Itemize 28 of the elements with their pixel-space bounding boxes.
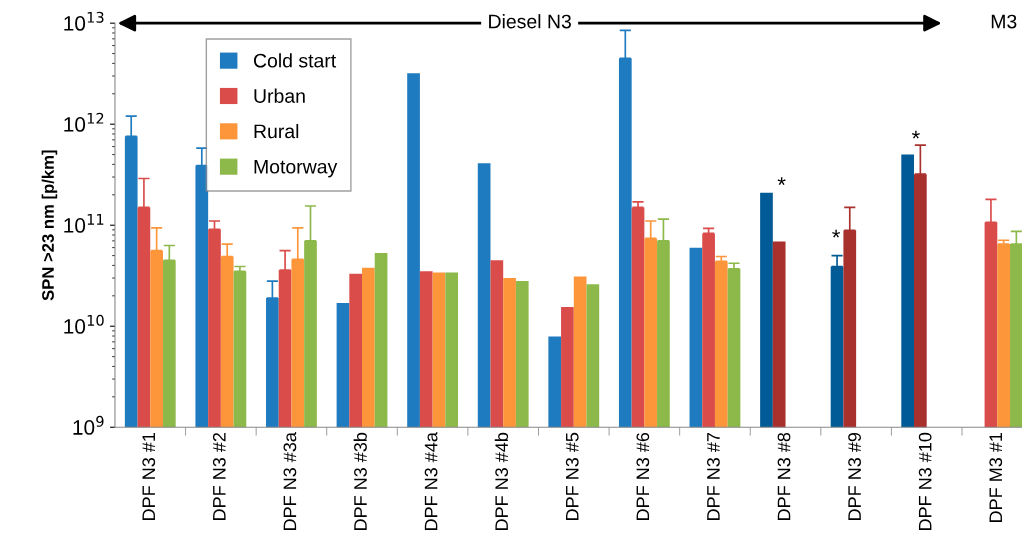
x-tick-label: DPF N3 #8: [777, 432, 791, 520]
x-tick-label: DPF N3 #4a: [424, 432, 438, 530]
x-tick-label: DPF M3 #1: [989, 432, 1003, 522]
annotation: *: [911, 130, 920, 139]
annotation: *: [832, 229, 841, 238]
legend-label: Rural: [254, 123, 299, 139]
x-tick-label: DPF N3 #2: [212, 433, 226, 520]
x-tick-label: DPF N3 #7: [707, 433, 720, 520]
x-tick-label: DPF N3 #4b: [494, 432, 509, 530]
x-tick-label: DPF N3 #1: [142, 432, 156, 520]
y-tick-label: 10$^{9}$: [73, 415, 104, 435]
x-tick-label: DPF N3 #3b: [353, 432, 367, 530]
y-tick-label: 10$^{11}$: [64, 214, 104, 233]
legend-label: Urban: [254, 88, 305, 103]
y-tick-label: 10$^{12}$: [64, 112, 104, 132]
annotation: *: [777, 177, 786, 186]
x-tick-label: DPF N3 #10: [918, 432, 932, 530]
x-tick-label: DPF N3 #9: [848, 432, 861, 520]
y-tick-label: 10$^{13}$: [64, 11, 104, 31]
annotation: M3: [991, 14, 1017, 29]
legend-label: Motorway: [254, 160, 338, 178]
x-tick-label: DPF N3 #6: [636, 432, 650, 520]
y-axis-title: SPN >23 nm [p/km]: [41, 150, 58, 301]
y-tick-label: 10$^{10}$: [64, 314, 104, 334]
x-tick-label: DPF N3 #3a: [283, 432, 297, 530]
annotation: Diesel N3: [489, 14, 571, 29]
x-tick-label: DPF N3 #5: [565, 432, 579, 520]
legend-label: Cold start: [253, 53, 337, 68]
